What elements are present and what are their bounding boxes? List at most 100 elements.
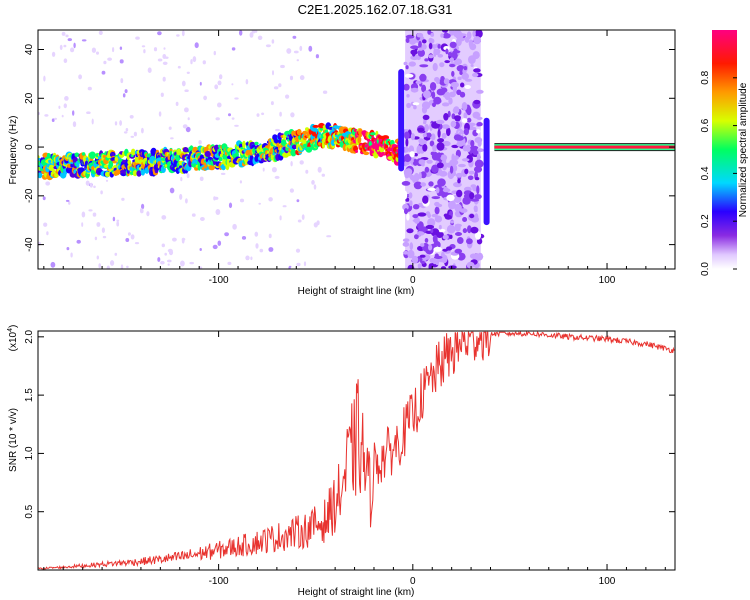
noise-speck [290,161,293,167]
noise-speck [140,208,144,214]
noise-speck [76,239,81,244]
noise-speck [64,96,69,101]
noise-blob [441,132,447,139]
noise-blob [406,102,411,109]
noise-speck [126,265,129,269]
noise-blob [447,52,453,57]
noise-speck [268,197,273,202]
snr-panel: -100 0 100 0.5 1.0 1.5 2.0 Height of straight … [7,325,676,598]
spectrogram-panel: -100 0 100 -40 -20 0 20 40 Height of straight l… [8,29,676,297]
noise-speck [186,173,190,179]
signal-blob [108,160,114,168]
noise-blob [442,140,451,147]
noise-speck [194,42,199,49]
noise-blob [453,181,462,188]
noise-blob [418,159,426,165]
noise-speck [58,105,61,110]
noise-blob [473,36,481,45]
noise-blob [418,147,424,151]
noise-speck [103,60,107,65]
noise-blob [419,64,429,68]
noise-blob [422,39,427,44]
noise-blob [449,57,454,63]
noise-speck [98,263,101,269]
noise-blob [438,224,442,230]
noise-speck [184,89,189,92]
noise-blob [422,114,430,120]
noise-blob [408,61,416,67]
noise-speck [175,101,179,106]
noise-blob [428,42,433,50]
noise-speck [290,112,295,118]
noise-blob [405,37,410,43]
noise-blob [429,82,437,91]
noise-speck [124,89,128,94]
noise-speck [162,61,168,65]
noise-speck [42,196,46,201]
noise-speck [181,30,185,37]
signal-blob [105,171,111,177]
snr-scale-exp: 4 [7,328,14,332]
signal-blob [132,170,138,177]
noise-speck [102,235,107,239]
noise-speck [43,75,46,82]
noise-blob [403,83,410,91]
noise-speck [228,202,233,209]
noise-speck [270,101,274,106]
noise-blob [428,181,434,187]
noise-blob [403,61,408,66]
noise-speck [169,187,175,194]
noise-speck [177,65,181,69]
noise-speck [296,59,299,62]
noise-blob [424,124,429,132]
noise-blob [461,102,468,111]
noise-blob [408,192,413,199]
noise-blob [439,62,445,68]
noise-speck [297,219,302,223]
noise-blob [437,44,441,49]
noise-blob [416,231,425,236]
noise-speck [245,255,250,261]
noise-blob [470,64,474,67]
noise-speck [311,180,315,185]
noise-speck [217,102,222,108]
noise-speck [262,167,265,172]
noise-blob [406,213,410,221]
noise-speck [78,74,82,80]
noise-speck [122,93,126,98]
noise-blob [406,174,414,178]
noise-speck [282,205,287,208]
noise-speck [299,45,303,52]
noise-speck [251,30,256,34]
noise-speck [81,39,87,42]
noise-speck [65,199,70,202]
noise-speck [289,188,294,193]
noise-blob [425,224,435,230]
noise-speck [293,50,299,54]
noise-blob [418,47,424,51]
noise-speck [50,261,56,268]
noise-speck [157,58,163,62]
noise-speck [44,114,49,117]
noise-blob [437,178,446,187]
noise-speck [107,57,112,61]
burst-right [483,117,490,226]
noise-speck [187,117,190,121]
noise-speck [72,121,77,128]
noise-blob [460,82,465,88]
noise-blob [432,62,438,72]
noise-speck [317,166,322,173]
noise-blob [436,142,445,151]
noise-speck [288,265,292,268]
x-tick-label: 100 [599,576,616,587]
y-tick-label: 0.5 [24,504,35,518]
noise-speck [308,45,313,52]
noise-blob [441,124,450,129]
noise-blob [474,231,482,240]
noise-speck [157,257,161,262]
noise-speck [72,110,75,116]
noise-speck [127,232,131,236]
noise-blob [474,177,480,181]
noise-speck [91,47,96,53]
noise-speck [160,92,164,98]
